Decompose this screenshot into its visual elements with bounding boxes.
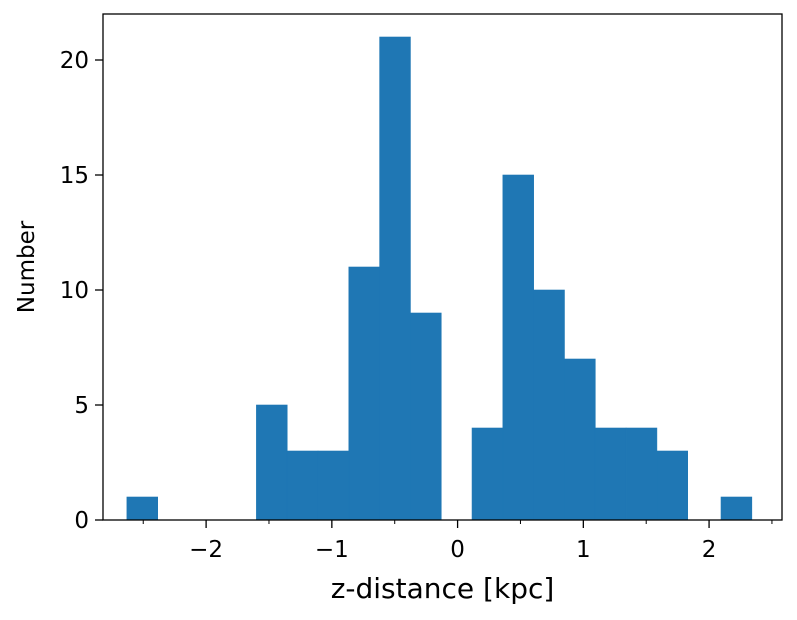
x-tick-label: −2 xyxy=(189,537,223,563)
histogram-bar xyxy=(348,266,380,521)
x-tick-label: −1 xyxy=(315,537,349,563)
bars-group xyxy=(126,36,753,521)
histogram-bar xyxy=(379,36,411,521)
histogram-bar xyxy=(564,358,596,521)
x-tick-label: 2 xyxy=(702,537,717,563)
y-tick-label: 5 xyxy=(74,393,89,419)
histogram-bar xyxy=(533,289,565,521)
y-tick-label: 15 xyxy=(60,163,89,189)
y-tick-label: 0 xyxy=(74,508,89,534)
y-axis-label: Number xyxy=(14,220,40,313)
x-axis-ticks: −2 −1 0 1 2 xyxy=(142,520,773,563)
histogram-bar xyxy=(317,450,350,521)
x-tick-label: 0 xyxy=(450,537,465,563)
y-axis-ticks: 0 5 10 15 20 xyxy=(60,48,103,534)
histogram-bar xyxy=(502,174,534,521)
histogram-bar xyxy=(256,404,288,521)
y-tick-label: 10 xyxy=(60,278,89,304)
histogram-bar xyxy=(720,496,753,521)
x-tick-label: 1 xyxy=(576,537,591,563)
histogram-bar xyxy=(594,427,627,521)
histogram-bar xyxy=(471,427,504,521)
x-axis-label: z-distance [kpc] xyxy=(331,572,555,605)
y-tick-label: 20 xyxy=(60,48,89,74)
histogram-bar xyxy=(286,450,319,521)
histogram-bar xyxy=(126,496,158,521)
histogram-bar xyxy=(625,427,658,521)
histogram-bar xyxy=(656,450,688,521)
histogram-bar xyxy=(410,312,442,521)
plot-frame xyxy=(102,13,783,521)
